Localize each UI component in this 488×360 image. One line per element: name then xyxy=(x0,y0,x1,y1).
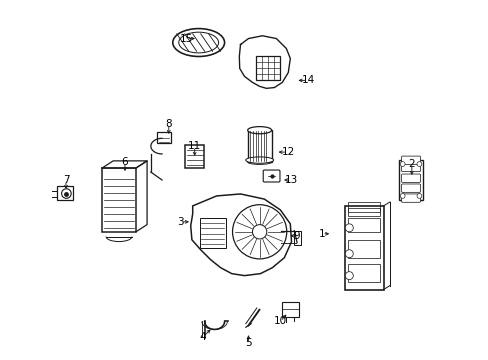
Bar xyxy=(347,208,380,212)
Text: 10: 10 xyxy=(273,316,286,327)
Bar xyxy=(344,206,383,289)
Text: 2: 2 xyxy=(407,159,414,169)
Bar xyxy=(347,218,380,232)
Bar xyxy=(199,218,225,248)
Bar xyxy=(57,185,73,200)
Text: 9: 9 xyxy=(292,231,299,241)
Circle shape xyxy=(232,205,286,259)
Circle shape xyxy=(345,224,352,232)
FancyBboxPatch shape xyxy=(401,156,420,165)
Text: 8: 8 xyxy=(165,119,172,129)
Circle shape xyxy=(416,162,421,166)
Bar xyxy=(185,145,204,168)
Text: 11: 11 xyxy=(188,141,201,151)
Bar xyxy=(157,132,171,143)
Text: 7: 7 xyxy=(62,175,69,185)
Circle shape xyxy=(61,189,71,198)
Ellipse shape xyxy=(245,157,273,163)
Circle shape xyxy=(400,194,404,198)
Bar xyxy=(347,264,380,282)
Text: 13: 13 xyxy=(285,175,298,185)
FancyBboxPatch shape xyxy=(401,184,420,192)
Ellipse shape xyxy=(172,28,224,57)
Text: 15: 15 xyxy=(180,33,193,44)
Ellipse shape xyxy=(179,32,218,53)
Circle shape xyxy=(252,225,266,239)
Text: 3: 3 xyxy=(177,217,183,227)
Bar xyxy=(281,302,299,317)
Bar xyxy=(256,57,280,80)
Bar xyxy=(347,240,380,258)
Ellipse shape xyxy=(247,127,271,134)
Text: 14: 14 xyxy=(301,75,314,85)
FancyBboxPatch shape xyxy=(401,163,420,172)
Circle shape xyxy=(345,272,352,280)
Circle shape xyxy=(416,194,421,198)
Bar xyxy=(399,160,422,200)
Polygon shape xyxy=(190,194,291,276)
Text: 1: 1 xyxy=(318,229,325,239)
Bar xyxy=(102,168,136,232)
Circle shape xyxy=(345,250,352,258)
Text: 5: 5 xyxy=(244,338,251,348)
Bar xyxy=(294,231,300,244)
FancyBboxPatch shape xyxy=(401,174,420,183)
Bar xyxy=(247,130,271,162)
Bar xyxy=(347,202,380,216)
Text: 4: 4 xyxy=(199,332,205,342)
Circle shape xyxy=(400,162,404,166)
FancyBboxPatch shape xyxy=(263,170,280,182)
FancyBboxPatch shape xyxy=(401,194,420,202)
Text: 6: 6 xyxy=(122,157,128,167)
Text: 12: 12 xyxy=(281,147,294,157)
